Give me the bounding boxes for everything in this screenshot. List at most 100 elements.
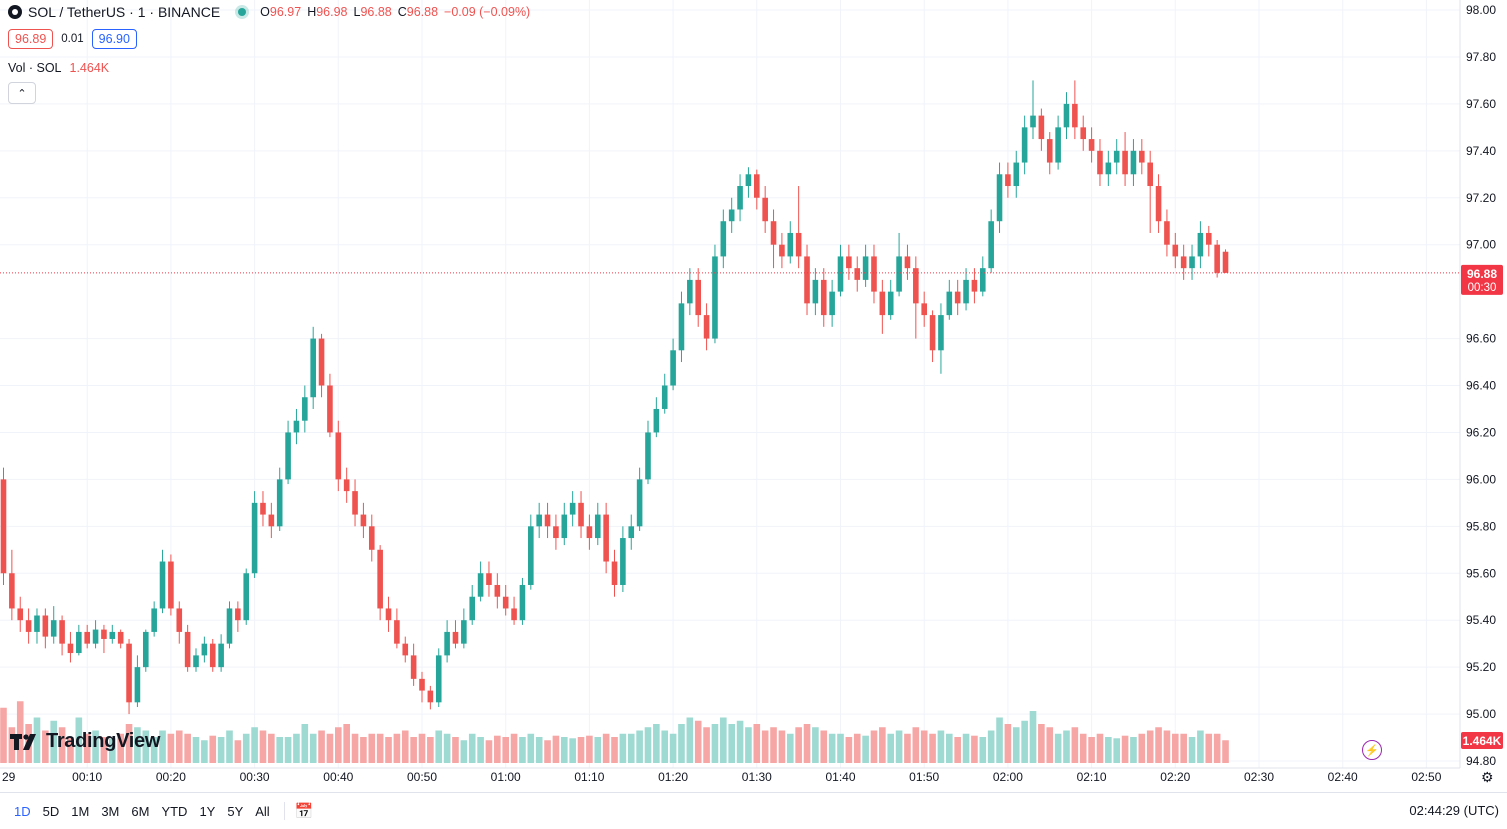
tradingview-logo-icon [10, 733, 36, 750]
gear-icon[interactable]: ⚙ [1481, 769, 1494, 785]
volume-bar [401, 730, 409, 763]
candlestick-chart[interactable]: 98.00 97.80 97.60 97.40 97.20 97.00 96.60 96.40… [0, 0, 1507, 792]
volume-bar [1063, 730, 1070, 763]
volume-bar [686, 717, 694, 763]
range-button-1d[interactable]: 1D [14, 803, 31, 819]
candle-body [687, 279, 693, 304]
collapse-legend-button[interactable]: ⌃ [8, 82, 36, 104]
candle-body [84, 631, 90, 644]
lightning-icon[interactable]: ⚡ [1362, 740, 1382, 760]
volume-bar [184, 733, 191, 763]
volume-bar [1205, 733, 1213, 763]
volume-bar [519, 737, 526, 763]
candle-body [343, 479, 350, 492]
candle-body [477, 573, 484, 597]
candle-body [1063, 103, 1070, 128]
open-value: 96.97 [269, 5, 302, 19]
time-tick-label: 01:20 [658, 770, 688, 784]
range-button-5y[interactable]: 5Y [227, 803, 244, 819]
utc-clock[interactable]: 02:44:29 (UTC) [1409, 803, 1499, 818]
range-button-6m[interactable]: 6M [131, 803, 150, 819]
time-tick-label: 02:00 [993, 770, 1023, 784]
candle-body [17, 608, 24, 621]
buy-price-button[interactable]: 96.90 [91, 29, 137, 49]
candle-body [779, 244, 785, 257]
candle-body [1205, 232, 1212, 245]
volume-bar [201, 740, 208, 763]
volume-bar [385, 737, 392, 763]
volume-bar [226, 730, 233, 763]
candle-body [519, 584, 526, 621]
time-tick-label: 00:40 [323, 770, 353, 784]
volume-bar [1029, 711, 1037, 763]
candle-body [1105, 162, 1112, 175]
logo-text: TradingView [46, 730, 161, 752]
volume-bar [602, 733, 610, 763]
candle-body [34, 615, 40, 632]
range-button-all[interactable]: All [255, 803, 270, 819]
candle-body [235, 608, 241, 621]
candle-body [486, 573, 492, 585]
range-button-ytd[interactable]: YTD [161, 803, 188, 819]
range-button-5d[interactable]: 5D [42, 803, 60, 819]
volume-bar [619, 733, 627, 763]
candle-body [854, 268, 861, 280]
volume-bar [242, 733, 250, 763]
close-value: 96.88 [406, 5, 439, 19]
volume-bar [351, 733, 359, 763]
symbol-title[interactable]: SOL / TetherUS · 1 · BINANCE [28, 4, 221, 20]
volume-bar [627, 733, 635, 763]
candle-body [435, 655, 442, 703]
candle-body [302, 397, 308, 421]
price-tick-label: 95.40 [1466, 613, 1496, 627]
volume-bar [770, 727, 777, 763]
volume-bar [1121, 735, 1129, 763]
volume-bar [586, 735, 593, 763]
calendar-goto-icon[interactable]: 📅 [294, 803, 314, 820]
volume-bar [150, 737, 158, 763]
time-tick-label: 02:10 [1077, 770, 1107, 784]
candle-body [787, 232, 794, 257]
candle-body [502, 596, 509, 609]
candle-countdown: 00:30 [1468, 282, 1497, 294]
candle-body [954, 291, 961, 304]
time-tick-label: 00:30 [240, 770, 270, 784]
candle-body [661, 385, 668, 409]
close-label: C [397, 5, 407, 19]
candle-body [385, 608, 392, 621]
range-button-1y[interactable]: 1Y [199, 803, 216, 819]
volume-bar [134, 727, 141, 763]
volume-bar [276, 737, 284, 763]
candle-body [904, 256, 911, 269]
volume-bar [946, 733, 953, 763]
candle-body [159, 561, 166, 609]
volume-label[interactable]: Vol · SOL [8, 61, 62, 75]
candle-body [971, 279, 978, 292]
volume-bar [828, 733, 836, 763]
candle-body [201, 643, 208, 656]
candle-body [176, 608, 183, 632]
change-value: −0.09 (−0.09%) [444, 5, 531, 19]
volume-bar [1172, 733, 1179, 763]
tradingview-logo[interactable]: TradingView [10, 730, 160, 753]
volume-bar [979, 737, 987, 763]
candle-body [469, 596, 476, 621]
volume-bar [234, 740, 242, 763]
candle-body [1222, 251, 1229, 273]
volume-bar [644, 727, 652, 763]
range-button-3m[interactable]: 3M [101, 803, 120, 819]
volume-bar [987, 730, 995, 763]
candle-body [921, 303, 927, 316]
range-button-1m[interactable]: 1M [71, 803, 90, 819]
volume-bar [1130, 737, 1137, 763]
volume-bar [1180, 733, 1187, 763]
candle-body [310, 338, 316, 398]
volume-bar [452, 737, 459, 763]
candle-body [586, 526, 593, 539]
candle-body [988, 221, 994, 269]
sell-price-button[interactable]: 96.89 [8, 29, 54, 49]
volume-bar [510, 733, 518, 763]
volume-bar [996, 717, 1003, 763]
volume-bar [418, 733, 426, 763]
candle-body [1013, 162, 1020, 187]
